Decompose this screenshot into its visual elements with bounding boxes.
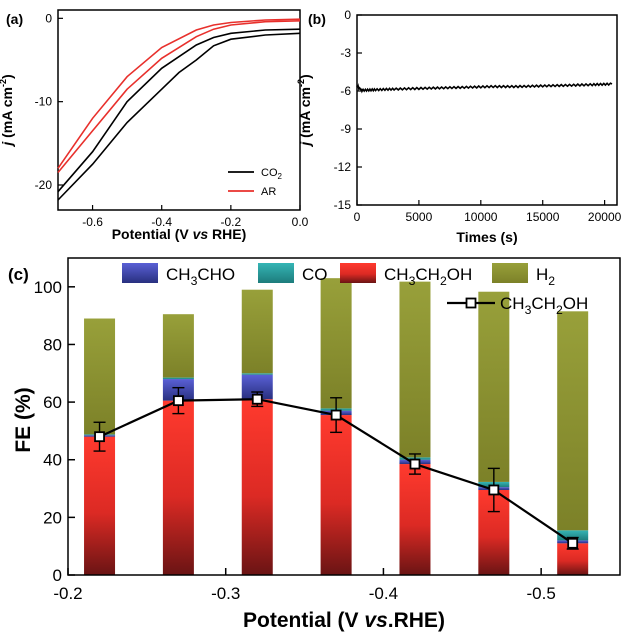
bar-segment-ch3ch2oh bbox=[320, 415, 352, 575]
panel-c-xlabel: Potential (V vs.RHE) bbox=[243, 609, 445, 632]
panel-a-legend: CO2 AR bbox=[228, 167, 283, 198]
panel-a-xlabel: Potential (V vs RHE) bbox=[112, 226, 247, 242]
cv-curve-co2 bbox=[57, 32, 301, 201]
panel-b-ytick-label: -9 bbox=[340, 122, 351, 136]
panel-b-xtick-label: 0 bbox=[354, 210, 361, 224]
panel-c-line bbox=[93, 386, 579, 550]
bar-segment-co bbox=[241, 373, 273, 375]
legend-swatch-h2 bbox=[492, 263, 528, 283]
panel-b-ytick-label: 0 bbox=[344, 8, 351, 22]
panel-c-xtick-label: -0.2 bbox=[53, 584, 82, 603]
panel-c-xtick-label: -0.4 bbox=[369, 584, 398, 603]
panel-a-ticks: -0.6 -0.4 -0.2 0.0 0 -10 -20 bbox=[35, 11, 309, 229]
panel-b-frame bbox=[356, 14, 618, 206]
panel-a-ytick-label: -20 bbox=[35, 178, 53, 192]
panel-a-label: (a) bbox=[6, 11, 23, 27]
legend-swatch-ch3cho bbox=[122, 263, 158, 283]
bar-segment-h2 bbox=[557, 311, 589, 531]
panel-c-frame bbox=[67, 257, 621, 576]
point-marker bbox=[172, 395, 184, 407]
bar-segment-h2 bbox=[241, 289, 273, 374]
bar-segment-h2 bbox=[84, 318, 116, 435]
panel-a-ytick-label: -10 bbox=[35, 95, 53, 109]
panel-a-xtick-label: -0.2 bbox=[221, 215, 242, 229]
bar-segment-ch3ch2oh bbox=[399, 464, 431, 575]
point-marker bbox=[94, 431, 105, 443]
legend-label-co: CO bbox=[302, 265, 328, 284]
point-marker bbox=[409, 458, 421, 470]
panel-c-ytick-label: 0 bbox=[53, 566, 62, 585]
chrono-curve bbox=[356, 82, 613, 94]
legend-ar-label: AR bbox=[261, 186, 276, 198]
panel-a: (a) -0.6 -0.4 -0.2 0.0 0 -10 -20 Potential (V … bbox=[0, 9, 309, 242]
panel-c-label: (c) bbox=[8, 265, 29, 284]
panel-c-ytick-label: 60 bbox=[43, 393, 62, 412]
bar-segment-h2 bbox=[162, 314, 194, 378]
panel-b-curves bbox=[356, 82, 613, 94]
panel-b-xtick-label: 10000 bbox=[464, 210, 498, 224]
panel-c-bars bbox=[84, 278, 589, 575]
panel-a-ylabel: j (mA cm-2) bbox=[0, 74, 15, 147]
cv-curve-co2 bbox=[57, 28, 301, 193]
bar-segment-co bbox=[162, 377, 194, 380]
bar-segment-h2 bbox=[320, 278, 352, 409]
panel-a-curves bbox=[57, 18, 301, 201]
point-marker bbox=[251, 393, 263, 405]
bar-segment-h2 bbox=[478, 291, 510, 482]
point-marker bbox=[330, 409, 342, 421]
panel-a-xtick-label: -0.6 bbox=[82, 215, 103, 229]
panel-c-ticks: -0.2 -0.3 -0.4 -0.5 0 20 40 60 80 100 bbox=[34, 278, 556, 603]
bar-segment-h2 bbox=[399, 281, 431, 458]
bar-segment-ch3ch2oh bbox=[84, 436, 116, 575]
panel-c-ytick-label: 40 bbox=[43, 451, 62, 470]
panel-b-ytick-label: -12 bbox=[334, 160, 352, 174]
legend-swatch-co bbox=[258, 263, 294, 283]
panel-b-xtick-label: 5000 bbox=[406, 210, 433, 224]
bar-segment-ch3ch2oh bbox=[241, 399, 273, 575]
panel-b-ytick-label: -6 bbox=[340, 84, 351, 98]
panel-a-ytick-label: 0 bbox=[45, 11, 52, 25]
legend-co2-label: CO2 bbox=[261, 167, 283, 181]
panel-c-xtick-label: -0.5 bbox=[526, 584, 555, 603]
bar-segment-co bbox=[557, 530, 589, 541]
panel-c-ytick-label: 100 bbox=[34, 278, 62, 297]
panel-b: (b) 0 5000 10000 15000 20000 0 -3 -6 -9 -12 -15 Ti… bbox=[296, 8, 622, 245]
cv-curve-ar bbox=[57, 18, 301, 169]
panel-b-ytick-label: -3 bbox=[340, 46, 351, 60]
panel-c-ytick-label: 20 bbox=[43, 508, 62, 527]
panel-b-ylabel: j (mA cm-2) bbox=[296, 74, 313, 147]
bar-segment-ch3ch2oh bbox=[162, 400, 194, 575]
legend-line-marker bbox=[465, 297, 477, 309]
panel-b-ytick-label: -15 bbox=[334, 198, 352, 212]
legend-swatch-ch3ch2oh bbox=[340, 263, 376, 283]
panel-b-xtick-label: 15000 bbox=[526, 210, 560, 224]
panel-b-ticks: 0 5000 10000 15000 20000 0 -3 -6 -9 -12 -15 bbox=[334, 8, 622, 224]
legend-label-ch3cho: CH3CHO bbox=[166, 265, 235, 288]
panel-c-ylabel: FE (%) bbox=[12, 387, 35, 452]
legend-label-h2: H2 bbox=[536, 265, 555, 288]
cv-curve-ar bbox=[57, 20, 301, 174]
panel-a-frame bbox=[57, 9, 301, 211]
legend-label-ch3ch2oh: CH3CH2OH bbox=[384, 265, 472, 288]
panel-b-xlabel: Times (s) bbox=[456, 229, 517, 245]
point-marker bbox=[567, 537, 579, 549]
panel-a-xtick-label: 0.0 bbox=[292, 215, 309, 229]
legend-line-label: CH3CH2OH bbox=[500, 294, 588, 317]
panel-a-xtick-label: -0.4 bbox=[151, 215, 172, 229]
point-marker bbox=[488, 484, 500, 496]
panel-b-xtick-label: 20000 bbox=[588, 210, 622, 224]
panel-b-label: (b) bbox=[308, 11, 326, 27]
panel-c-legend: CH3CHO CO CH3CH2OH H2 CH3CH2OH bbox=[122, 263, 588, 317]
panel-c-ytick-label: 80 bbox=[43, 335, 62, 354]
panel-c-xtick-label: -0.3 bbox=[211, 584, 240, 603]
